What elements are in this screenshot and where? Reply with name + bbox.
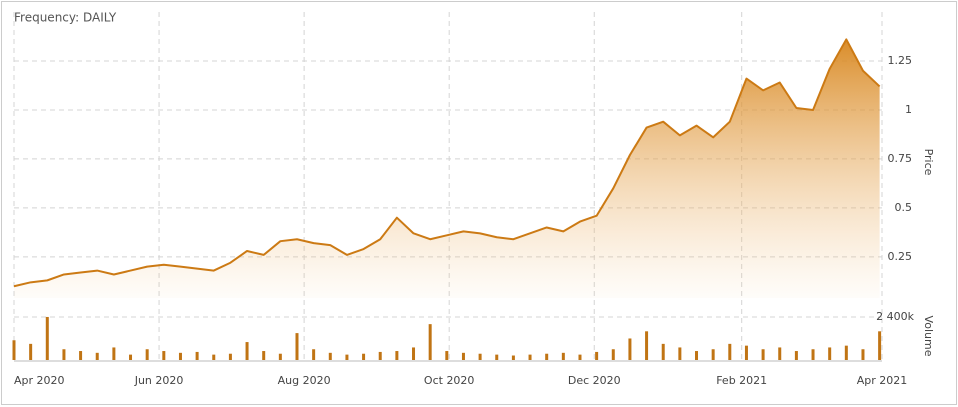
- volume-bar: [511, 355, 515, 360]
- volume-bar: [561, 352, 565, 360]
- volume-bar: [811, 349, 815, 360]
- volume-bar: [578, 354, 582, 360]
- volume-bar: [844, 345, 848, 360]
- volume-bar: [794, 351, 798, 360]
- volume-bar: [178, 352, 182, 360]
- x-tick-label: Apr 2021: [857, 374, 908, 387]
- x-tick-label: Feb 2021: [716, 374, 767, 387]
- volume-bar: [62, 349, 66, 360]
- volume-bar: [145, 349, 149, 360]
- x-tick-label: Jun 2020: [134, 374, 184, 387]
- volume-bar: [445, 351, 449, 360]
- volume-bar: [245, 342, 249, 360]
- volume-bar: [395, 351, 399, 360]
- volume-bar: [761, 349, 765, 360]
- y-tick-label: 0.75: [888, 152, 913, 165]
- volume-bar: [595, 351, 599, 360]
- volume-bar: [711, 349, 715, 360]
- volume-bar: [195, 351, 199, 360]
- volume-bar: [661, 343, 665, 360]
- price-area: [14, 39, 880, 299]
- volume-bar: [528, 354, 532, 360]
- price-line: [13, 38, 881, 288]
- volume-bar: [162, 351, 166, 360]
- volume-bar: [628, 338, 632, 360]
- volume-bar: [545, 353, 549, 360]
- volume-bar: [645, 331, 649, 360]
- x-tick-label: Oct 2020: [424, 374, 475, 387]
- volume-bar: [495, 354, 499, 360]
- volume-bar: [378, 351, 382, 360]
- volume-bar: [129, 354, 133, 360]
- y-axis-label: Price: [922, 149, 935, 176]
- volume-bar: [295, 333, 299, 360]
- volume-bar: [12, 340, 16, 360]
- y-tick-label: 0.25: [888, 250, 913, 263]
- volume-bar: [345, 354, 349, 360]
- volume-bar: [278, 353, 282, 360]
- volume-bar: [112, 347, 116, 360]
- volume-bar: [728, 343, 732, 360]
- volume-bar: [29, 343, 33, 360]
- y2-axis-label: Volume: [922, 316, 935, 357]
- y-tick-label: 0.5: [895, 201, 913, 214]
- volume-bar: [45, 316, 49, 360]
- volume-bar: [328, 352, 332, 360]
- volume-bar: [412, 347, 416, 360]
- volume-bar: [778, 347, 782, 360]
- volume-bar: [878, 331, 882, 360]
- x-tick-label: Apr 2020: [14, 374, 65, 387]
- volume-bar: [611, 349, 615, 360]
- volume-bar: [212, 354, 216, 360]
- volume-bar: [744, 345, 748, 360]
- chart-title: Frequency: DAILY: [14, 11, 117, 25]
- volume-bar: [695, 351, 699, 360]
- x-tick-label: Aug 2020: [278, 374, 331, 387]
- volume-bar: [678, 347, 682, 360]
- volume-bar: [461, 352, 465, 360]
- volume-bar: [828, 347, 832, 360]
- volume-bar: [79, 351, 83, 360]
- volume-bar: [312, 349, 316, 360]
- y2-tick-label: 2 400k: [876, 310, 914, 323]
- x-tick-label: Dec 2020: [568, 374, 621, 387]
- volume-bar: [428, 324, 432, 360]
- volume-bar: [362, 353, 366, 360]
- volume-bar: [861, 349, 865, 360]
- volume-bar: [478, 353, 482, 360]
- volume-bar: [95, 352, 99, 360]
- volume-bar: [228, 353, 232, 360]
- y-tick-label: 1.25: [888, 54, 913, 67]
- volume-bar: [262, 351, 266, 360]
- y-tick-label: 1: [905, 103, 912, 116]
